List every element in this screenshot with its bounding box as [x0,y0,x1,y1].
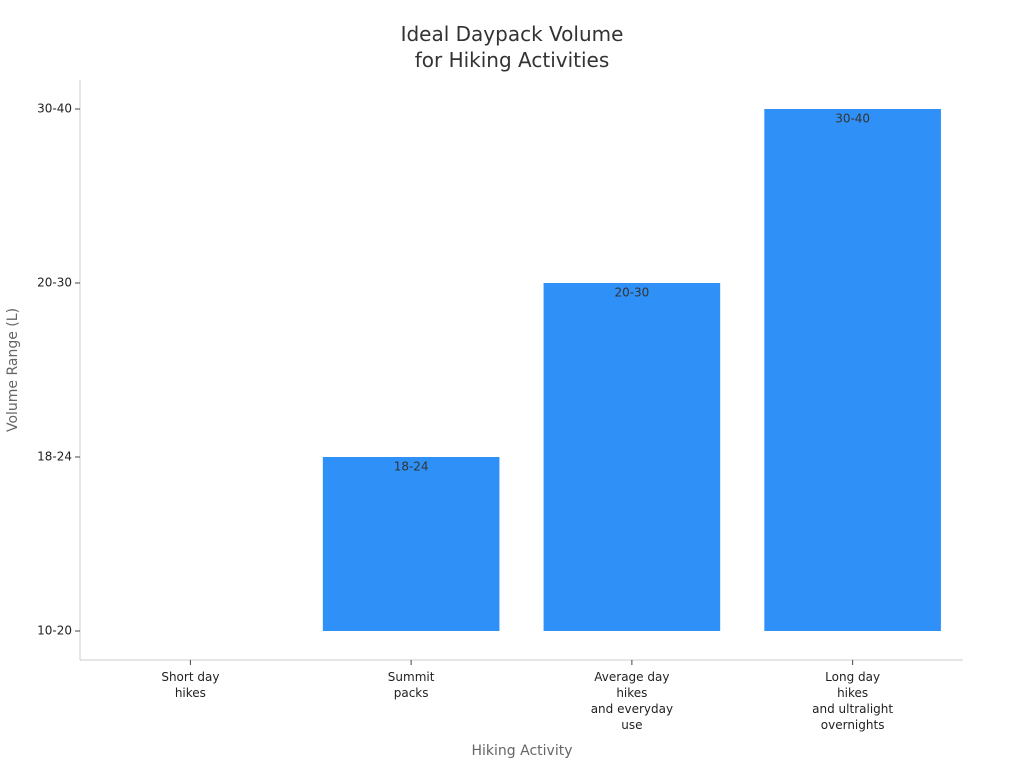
y-tick-label: 10-20 [37,624,72,638]
value-label: 20-30 [614,286,649,300]
x-tick-label: Summit packs [387,670,435,700]
y-tick-label: 18-24 [37,450,72,464]
y-tick-label: 20-30 [37,276,72,290]
x-tick-label: Short day hikes [161,670,220,700]
bar [322,457,500,631]
x-axis-title: Hiking Activity [472,743,573,759]
value-label: 30-40 [835,112,870,126]
bar [543,283,721,631]
x-tick-label: Long day hikes and ultralight overnights [812,670,894,732]
y-tick-label: 30-40 [37,102,72,116]
y-axis-title: Volume Range (L) [5,308,21,432]
x-tick-label: Average day hikes and everyday use [590,670,674,732]
bar [764,109,941,631]
value-label: 18-24 [394,460,429,474]
chart-title: Ideal Daypack Volume for Hiking Activiti… [400,22,624,72]
